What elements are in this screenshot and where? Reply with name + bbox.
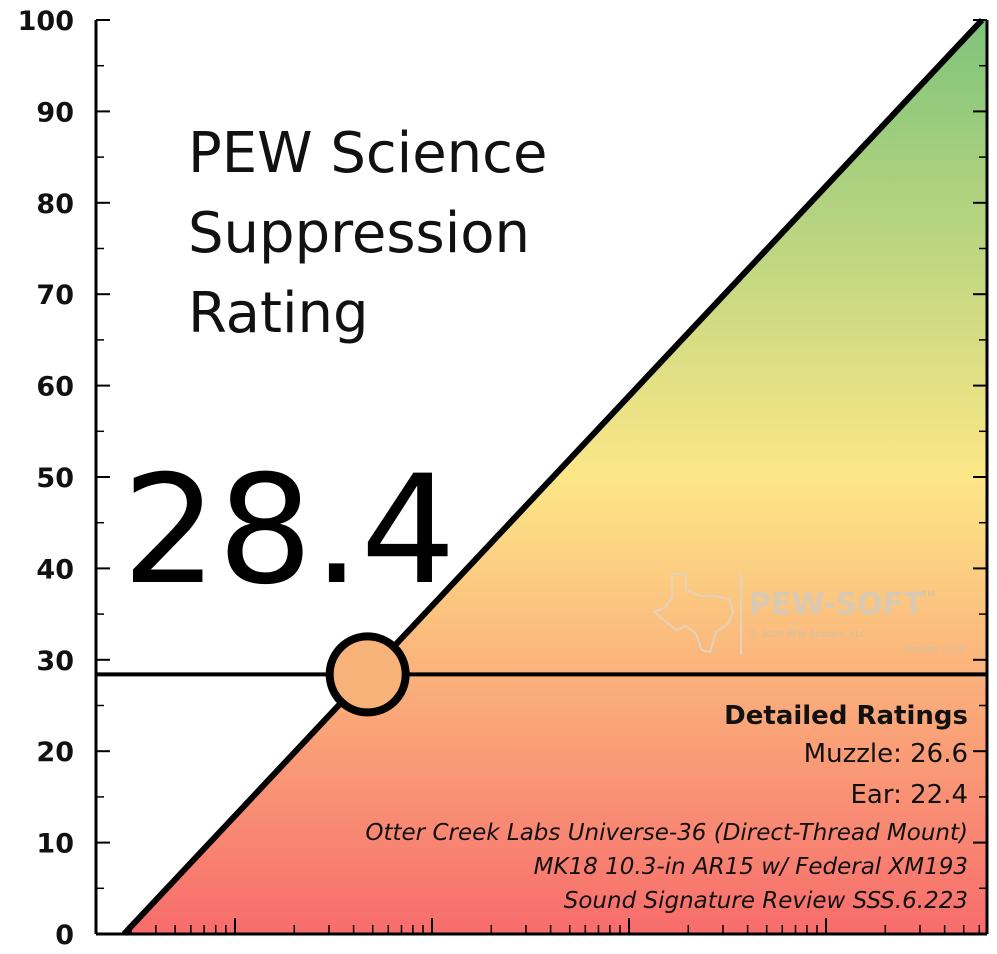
ear-rating: Ear: 22.4 <box>850 780 968 810</box>
y-tick-label: 40 <box>36 554 74 585</box>
y-tick-label: 60 <box>36 372 74 403</box>
watermark-copyright: © 2020 PEW Science, LLC <box>749 630 866 640</box>
texas-map-icon <box>652 573 735 654</box>
y-tick-label: 70 <box>36 280 74 311</box>
score-marker <box>325 632 410 717</box>
chart-title-line-3: Rating <box>188 281 369 346</box>
detailed-ratings-heading: Detailed Ratings <box>724 701 968 731</box>
y-tick-label: 90 <box>36 97 74 128</box>
y-axis: 0 10 20 30 40 50 60 70 80 90 100 <box>18 6 987 951</box>
watermark-brand: PEW-SOFT <box>749 587 924 622</box>
chart-title-line-1: PEW Science <box>188 121 547 186</box>
y-tick-label: 20 <box>36 737 74 768</box>
y-tick-label: 80 <box>36 189 74 220</box>
suppressor-name: Otter Creek Labs Universe-36 (Direct-Thr… <box>365 820 968 846</box>
watermark-version: Version 1.0.2 <box>905 645 964 655</box>
y-tick-label: 30 <box>36 646 74 677</box>
x-axis <box>130 918 981 934</box>
review-id: Sound Signature Review SSS.6.223 <box>564 888 968 914</box>
muzzle-rating: Muzzle: 26.6 <box>804 739 968 769</box>
overall-score: 28.4 <box>122 444 456 618</box>
y-tick-label: 50 <box>36 463 74 494</box>
y-tick-label: 10 <box>36 829 74 860</box>
rating-diagonal-line <box>121 17 985 937</box>
pew-soft-watermark: PEW-SOFT TM © 2020 PEW Science, LLC Vers… <box>652 572 964 655</box>
chart-title-line-2: Suppression <box>188 201 530 266</box>
host-weapon: MK18 10.3-in AR15 w/ Federal XM193 <box>534 854 968 880</box>
detailed-ratings: Detailed Ratings Muzzle: 26.6 Ear: 22.4 … <box>365 701 968 914</box>
y-tick-label: 100 <box>18 6 74 37</box>
watermark-tm: TM <box>921 590 935 600</box>
y-tick-label: 0 <box>55 920 74 951</box>
